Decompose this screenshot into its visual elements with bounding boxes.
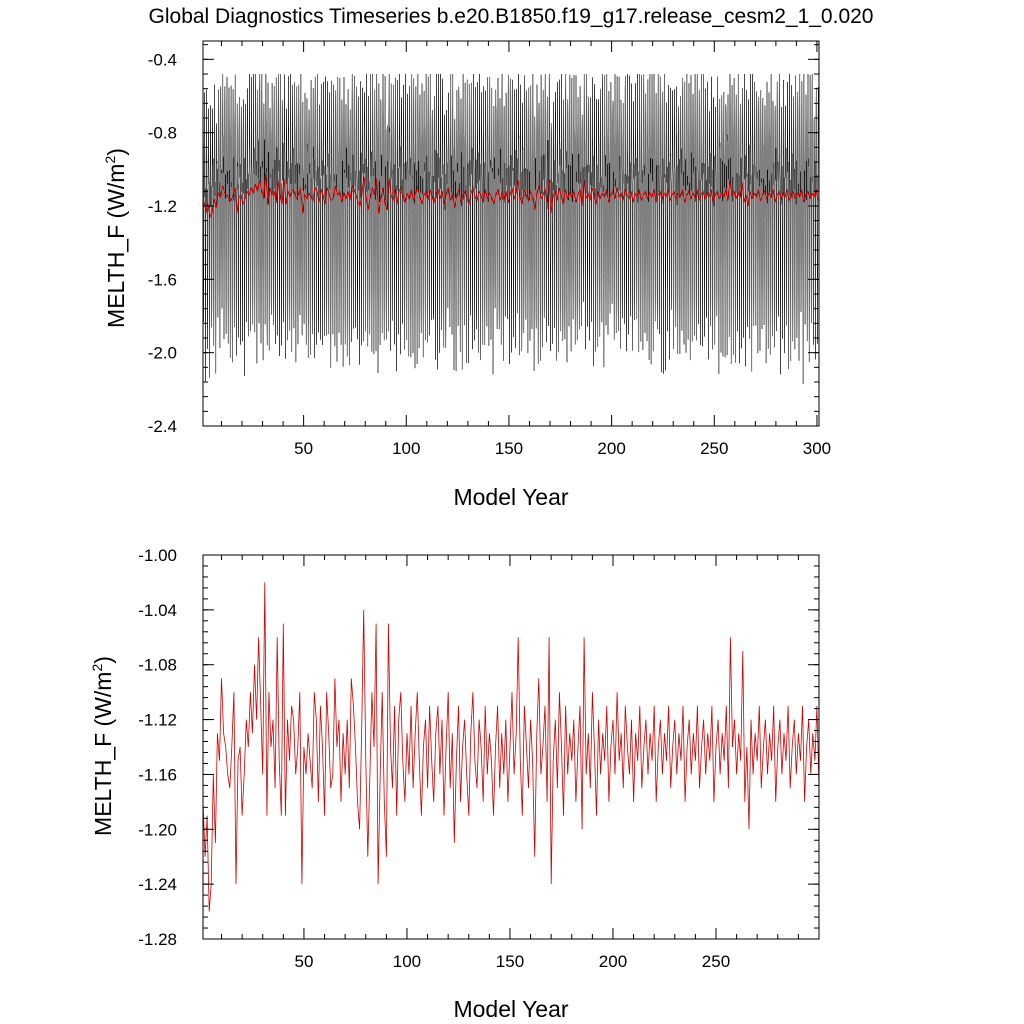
y-tick-label: -1.28	[138, 930, 177, 949]
y-tick-label: -1.20	[138, 820, 177, 839]
figure-title: Global Diagnostics Timeseries b.e20.B185…	[149, 5, 874, 28]
x-tick-label: 150	[495, 439, 523, 458]
axis-ticks: 50 100 150 200 250 -1.28 -1.24 -1.20 -1.16 -1.12 -…	[138, 546, 819, 971]
y-axis-title: MELTH_F (W/m2)	[89, 656, 116, 836]
x-tick-label: 200	[599, 952, 627, 971]
x-tick-label: 250	[702, 952, 730, 971]
y-tick-label: -1.00	[138, 546, 177, 565]
x-tick-label: 50	[294, 439, 313, 458]
annual-series	[202, 582, 820, 912]
annual-series-overlay	[203, 172, 819, 219]
y-tick-label: -2.0	[148, 344, 177, 363]
panel-monthly-timeseries: 50 100 150 200 250 300 -2.4 -2.0 -1.6 -1.2 -0.8 -0.…	[102, 40, 831, 510]
plot-frame	[202, 40, 820, 427]
y-tick-label: -0.4	[148, 50, 177, 69]
x-tick-label: 150	[496, 952, 524, 971]
x-tick-label: 100	[393, 952, 421, 971]
y-tick-label: -1.24	[138, 875, 177, 894]
y-tick-label: -1.16	[138, 765, 177, 784]
y-tick-label: -1.04	[138, 601, 177, 620]
x-tick-label: 200	[597, 439, 625, 458]
x-tick-label: 250	[700, 439, 728, 458]
annual-line	[202, 582, 820, 912]
y-tick-label: -0.8	[148, 124, 177, 143]
y-tick-label: -1.2	[148, 197, 177, 216]
axis-ticks: 50 100 150 200 250 300 -2.4 -2.0 -1.6 -1.2 -0.8 -0.…	[148, 41, 831, 458]
panel-annual-timeseries: 50 100 150 200 250 -1.28 -1.24 -1.20 -1.16 -1.12 -…	[89, 546, 820, 1022]
x-axis-title: Model Year	[453, 996, 568, 1022]
y-axis-title: MELTH_F (W/m2)	[102, 148, 129, 328]
y-tick-label: -1.6	[148, 270, 177, 289]
x-axis-title: Model Year	[453, 484, 568, 510]
plot-frame	[202, 554, 820, 940]
y-tick-label: -2.4	[148, 417, 177, 436]
x-tick-label: 50	[294, 952, 313, 971]
y-tick-label: -1.08	[138, 656, 177, 675]
x-tick-label: 100	[392, 439, 420, 458]
annual-line	[203, 172, 819, 219]
x-tick-label: 300	[803, 439, 831, 458]
y-tick-label: -1.12	[138, 711, 177, 730]
monthly-line	[202, 73, 820, 384]
monthly-series	[202, 73, 820, 384]
